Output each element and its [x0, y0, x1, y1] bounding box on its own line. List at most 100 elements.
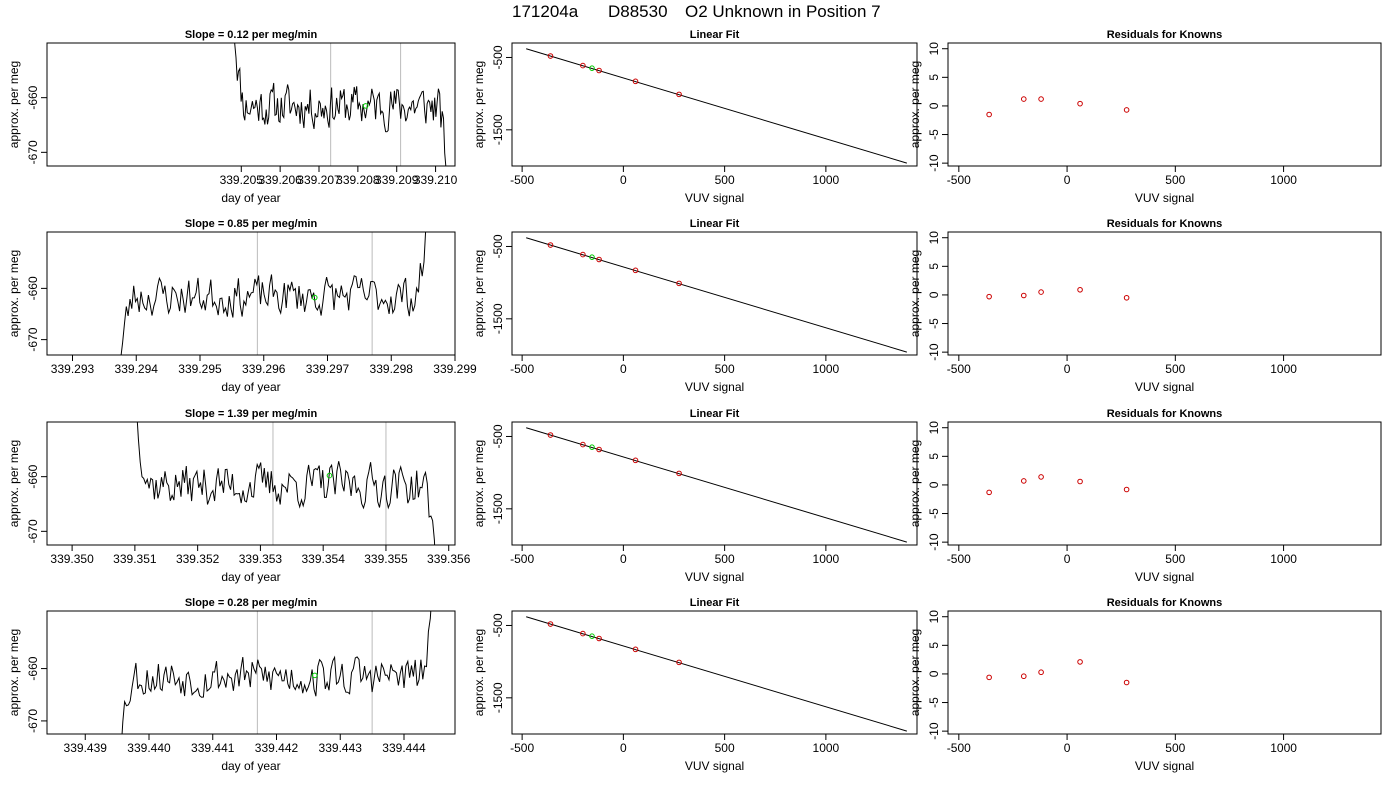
unknown-marker — [326, 472, 333, 479]
x-tick-label: 339.351 — [113, 552, 157, 566]
plot-area — [526, 616, 908, 732]
panel-title: Linear Fit — [690, 408, 740, 420]
x-axis-label: day of year — [221, 380, 280, 394]
y-tick-label: 5 — [927, 453, 941, 460]
fit-line — [526, 427, 908, 543]
plot-frame — [511, 421, 918, 546]
y-axis-label: approx. per meg — [7, 250, 21, 337]
x-tick-label: -500 — [510, 741, 534, 755]
figure-title-position: O2 Unknown in Position 7 — [685, 2, 881, 21]
y-tick-label: -1500 — [491, 114, 505, 145]
panel-r4-c3: -500 0 500 1000 -10 -5 0 5 10 Residuals for Known… — [908, 597, 1382, 773]
y-tick-label: 5 — [927, 263, 941, 270]
fit-line — [526, 616, 908, 732]
known-point — [676, 470, 682, 477]
panel-title: Linear Fit — [690, 597, 740, 609]
plot-frame — [46, 42, 456, 167]
figure-title-tank: D88530 — [608, 2, 668, 21]
known-point — [986, 674, 992, 681]
y-axis-label: approx. per meg — [7, 629, 21, 716]
x-tick-label: 339.444 — [382, 741, 426, 755]
plot-area — [136, 422, 436, 545]
unknown-marker — [589, 633, 595, 639]
known-point — [1020, 96, 1027, 102]
x-tick-label: 339.294 — [115, 362, 159, 376]
x-tick-label: 500 — [715, 362, 735, 376]
known-point — [676, 659, 682, 666]
x-tick-label: 0 — [1064, 741, 1071, 755]
y-tick-label: -500 — [491, 424, 505, 448]
y-tick-label: -5 — [927, 129, 941, 140]
x-tick-label: 1000 — [1270, 362, 1297, 376]
plot-frame — [511, 231, 918, 356]
x-tick-label: 339.440 — [127, 741, 171, 755]
known-point — [580, 630, 586, 637]
y-tick-label: 5 — [927, 642, 941, 649]
y-tick-label: -1500 — [491, 303, 505, 334]
y-axis-label: approx. per meg — [7, 440, 21, 527]
x-tick-label: 0 — [1064, 173, 1071, 187]
x-tick-label: -500 — [947, 362, 971, 376]
panels-grid: 339.205339.206339.207339.208339.209339.2… — [7, 29, 1382, 773]
panel-title: Residuals for Knowns — [1107, 408, 1223, 420]
y-tick-label: 10 — [927, 231, 941, 245]
known-point — [632, 78, 639, 85]
x-tick-label: 500 — [1165, 362, 1185, 376]
x-axis-label: VUV signal — [685, 191, 744, 205]
y-axis-label: approx. per meg — [472, 440, 486, 527]
x-axis-label: VUV signal — [1135, 570, 1194, 584]
y-tick-label: -670 — [26, 519, 40, 543]
y-axis-label: approx. per meg — [472, 61, 486, 148]
x-tick-label: -500 — [947, 741, 971, 755]
panel-r1-c1: 339.205339.206339.207339.208339.209339.2… — [7, 29, 458, 205]
x-axis-label: day of year — [221, 570, 280, 584]
panel-title: Residuals for Knowns — [1107, 597, 1223, 609]
panel-title: Slope = 1.39 per meg/min — [185, 408, 318, 420]
y-tick-label: -660 — [26, 85, 40, 109]
x-tick-label: 339.356 — [427, 552, 471, 566]
x-tick-label: 339.298 — [370, 362, 414, 376]
x-tick-label: 1000 — [1270, 741, 1297, 755]
panel-title: Slope = 0.85 per meg/min — [185, 218, 318, 230]
unknown-marker — [311, 294, 318, 301]
known-point — [580, 251, 586, 258]
y-axis-label: approx. per meg — [472, 250, 486, 337]
known-point — [596, 67, 602, 74]
known-point — [547, 432, 554, 438]
panel-r1-c3: -500 0 500 1000 -10 -5 0 5 10 Residuals for Known… — [908, 29, 1382, 205]
trace-line — [120, 232, 427, 355]
panel-title: Residuals for Knowns — [1107, 29, 1223, 41]
y-axis-label: approx. per meg — [908, 61, 922, 148]
y-tick-label: -500 — [491, 613, 505, 637]
known-point — [632, 457, 639, 464]
y-tick-label: -5 — [927, 508, 941, 519]
panel-r4-c2: -500 0 500 1000 -1500 -500 Linear Fit VUV signa… — [472, 597, 918, 773]
x-tick-label: 500 — [1165, 173, 1185, 187]
y-tick-label: 0 — [927, 102, 941, 109]
x-tick-label: 339.439 — [64, 741, 108, 755]
x-tick-label: -500 — [510, 173, 534, 187]
plot-frame — [46, 421, 456, 546]
plot-frame — [511, 42, 918, 167]
panel-r3-c3: -500 0 500 1000 -10 -5 0 5 10 Residuals for Known… — [908, 408, 1382, 584]
known-point — [1038, 669, 1044, 676]
plot-area — [234, 43, 447, 166]
x-tick-label: -500 — [947, 552, 971, 566]
panel-r1-c2: -500 0 500 1000 -1500 -500 Linear Fit VUV signa… — [472, 29, 918, 205]
x-tick-label: 1000 — [813, 741, 840, 755]
known-point — [547, 242, 554, 248]
plot-area — [526, 237, 908, 353]
x-tick-label: 339.297 — [306, 362, 350, 376]
y-tick-label: 10 — [927, 610, 941, 624]
known-point — [1020, 292, 1027, 299]
y-tick-label: 0 — [927, 291, 941, 298]
plot-frame — [947, 610, 1382, 735]
x-axis-label: VUV signal — [1135, 191, 1194, 205]
x-tick-label: 339.209 — [375, 173, 419, 187]
x-tick-label: 500 — [1165, 741, 1185, 755]
x-tick-label: 339.296 — [242, 362, 286, 376]
x-tick-label: 339.442 — [255, 741, 299, 755]
x-tick-label: 1000 — [813, 552, 840, 566]
panel-r4-c1: 339.439 339.440 339.441 339.442 339.443 339.4… — [7, 597, 456, 773]
